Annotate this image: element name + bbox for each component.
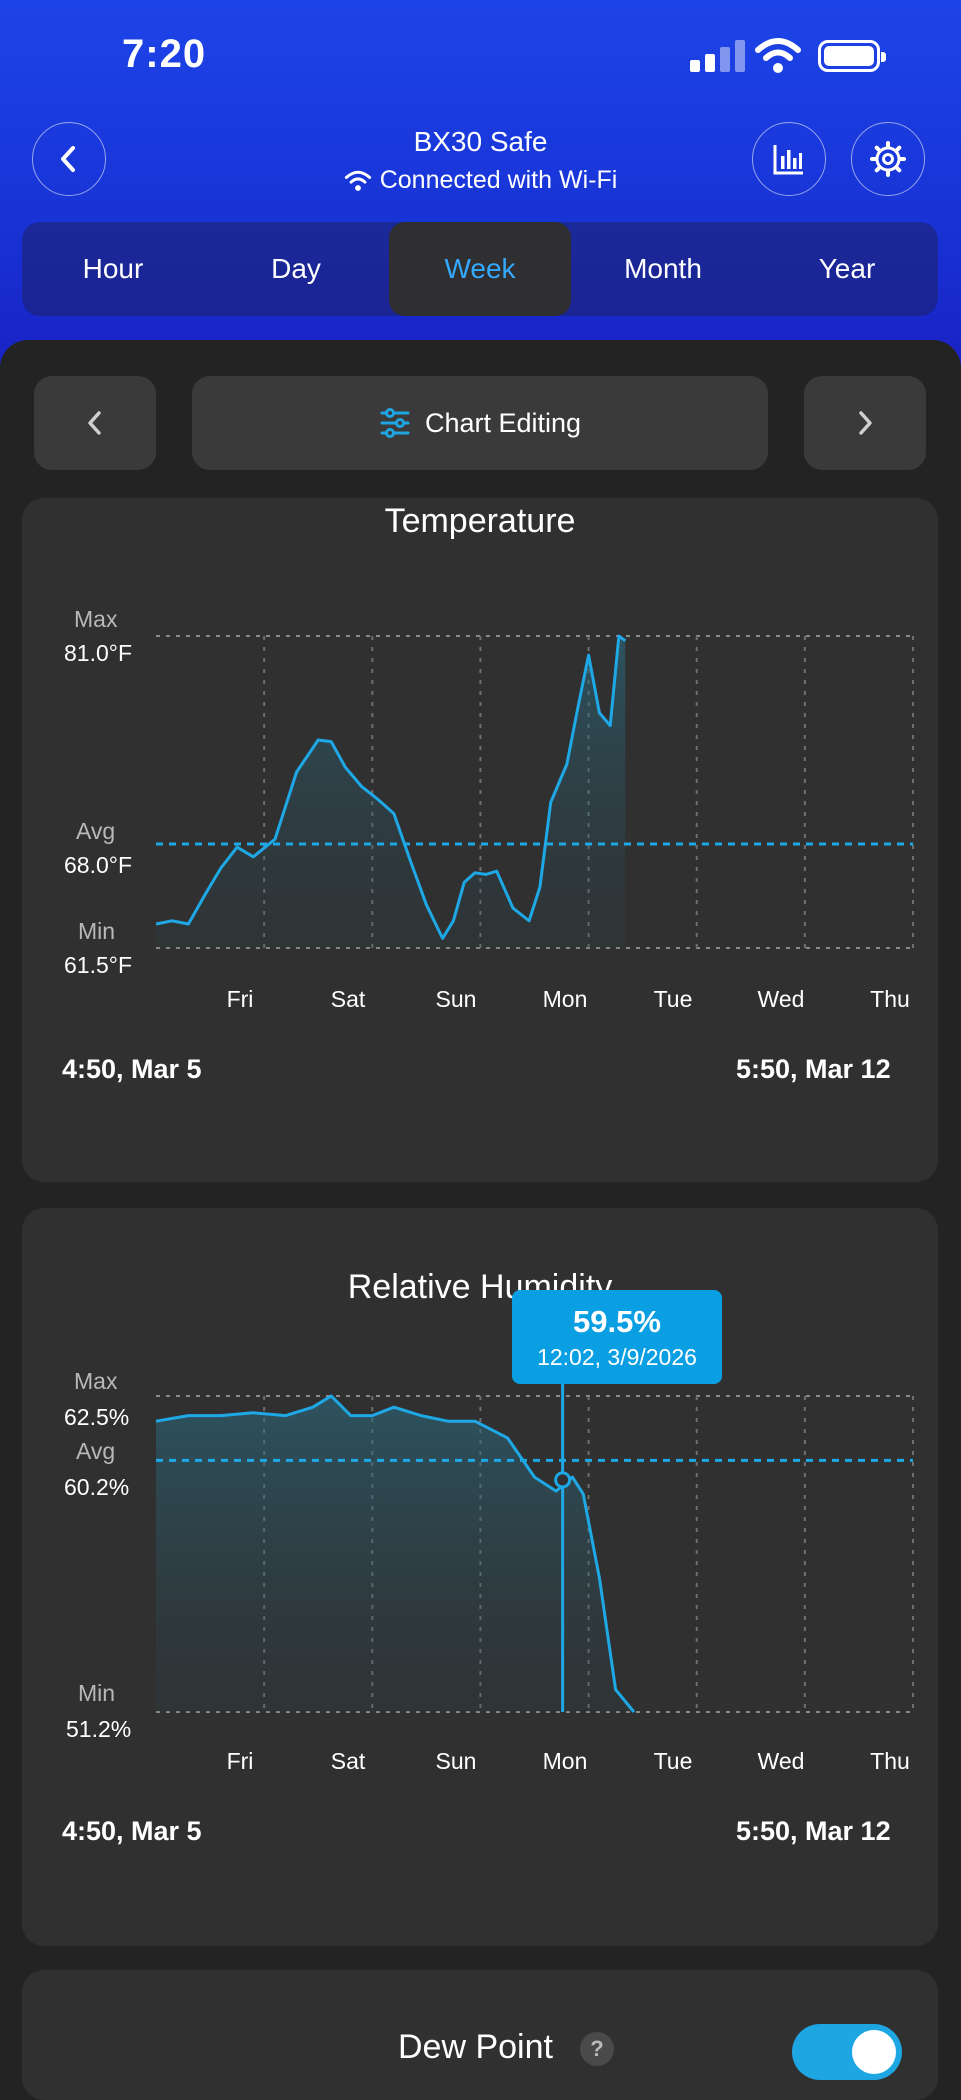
- temperature-day-label: Sat: [330, 986, 366, 1012]
- humidity-avg-value: 60.2%: [64, 1474, 130, 1500]
- temperature-max-label: Max: [74, 606, 118, 632]
- gear-icon: [870, 141, 906, 177]
- temperature-min-label: Min: [78, 918, 116, 944]
- tab-hour[interactable]: Hour: [82, 253, 144, 284]
- temperature-title: Temperature: [384, 502, 576, 540]
- humidity-max-value: 62.5%: [64, 1404, 130, 1430]
- humidity-avg-label: Avg: [76, 1438, 116, 1464]
- chevron-left-icon: [88, 411, 101, 435]
- humidity-range-start: 4:50, Mar 5: [62, 1816, 202, 1846]
- cellular-signal-icon: [690, 40, 748, 72]
- battery-icon: [818, 40, 886, 72]
- chevron-right-icon: [859, 411, 872, 435]
- wifi-small-icon: [344, 170, 371, 191]
- temperature-day-label: Tue: [653, 986, 693, 1012]
- header-background: [0, 0, 961, 400]
- humidity-range-end: 5:50, Mar 12: [736, 1816, 891, 1846]
- tooltip-time: 12:02, 3/9/2026: [537, 1344, 697, 1370]
- temperature-min-value: 61.5°F: [64, 952, 133, 978]
- temperature-card: Temperature: [22, 498, 938, 1182]
- temperature-series-line: [155, 634, 627, 940]
- help-icon[interactable]: ?: [580, 2032, 614, 2066]
- temperature-avg-value: 68.0°F: [64, 852, 133, 878]
- humidity-day-label: Fri: [226, 1748, 254, 1774]
- next-period-button[interactable]: [804, 376, 926, 470]
- device-name: BX30 Safe: [413, 126, 548, 157]
- chart-editing-button[interactable]: Chart Editing: [192, 376, 768, 470]
- temperature-max-value: 81.0°F: [64, 640, 133, 666]
- temperature-day-label: Mon: [542, 986, 588, 1012]
- settings-button[interactable]: [851, 122, 925, 196]
- status-time: 7:20: [122, 32, 207, 76]
- chart-editing-label: Chart Editing: [424, 407, 582, 438]
- humidity-selected-point: [554, 1471, 572, 1489]
- humidity-min-value: 51.2%: [66, 1716, 132, 1742]
- humidity-day-label: Sat: [330, 1748, 366, 1774]
- back-button[interactable]: [32, 122, 106, 196]
- humidity-chart: [155, 1370, 914, 1713]
- humidity-area: [156, 1396, 634, 1712]
- tab-month[interactable]: Month: [624, 253, 702, 284]
- sliders-icon: [380, 408, 410, 438]
- humidity-day-label: Thu: [870, 1748, 910, 1774]
- temperature-day-label: Sun: [435, 986, 477, 1012]
- statistics-button[interactable]: [752, 122, 826, 196]
- humidity-day-label: Sun: [435, 1748, 477, 1774]
- temperature-range-start: 4:50, Mar 5: [62, 1054, 202, 1084]
- tab-week[interactable]: Week: [389, 222, 571, 316]
- humidity-title: Relative Humidity: [347, 1268, 613, 1306]
- tab-day[interactable]: Day: [271, 253, 321, 284]
- temperature-range-end: 5:50, Mar 12: [736, 1054, 891, 1084]
- previous-period-button[interactable]: [34, 376, 156, 470]
- connection-status: Connected with Wi-Fi: [0, 166, 961, 195]
- humidity-max-label: Max: [74, 1368, 118, 1394]
- humidity-series-line: [155, 1394, 636, 1713]
- time-range-tabs: Hour Day Week Month Year: [22, 222, 938, 316]
- humidity-day-label: Wed: [757, 1748, 805, 1774]
- humidity-day-label: Tue: [653, 1748, 693, 1774]
- temperature-avg-label: Avg: [76, 818, 116, 844]
- humidity-min-label: Min: [78, 1680, 116, 1706]
- dew-point-title: Dew Point: [398, 2028, 553, 2066]
- temperature-chart: [155, 634, 914, 949]
- tooltip-value: 59.5%: [573, 1304, 661, 1339]
- dew-point-card: [22, 1970, 938, 2100]
- temperature-day-label: Thu: [870, 986, 910, 1012]
- tab-year[interactable]: Year: [818, 253, 876, 284]
- wifi-icon: [755, 38, 801, 73]
- chevron-left-icon: [61, 146, 75, 172]
- temperature-day-label: Fri: [226, 986, 254, 1012]
- connection-label: Connected with Wi-Fi: [379, 166, 618, 194]
- humidity-day-label: Mon: [542, 1748, 588, 1774]
- temperature-area: [156, 636, 626, 948]
- humidity-tooltip: 59.5% 12:02, 3/9/2026: [512, 1290, 722, 1384]
- dew-point-toggle[interactable]: [792, 2024, 902, 2080]
- temperature-day-label: Wed: [757, 986, 805, 1012]
- bar-chart-icon: [773, 145, 803, 175]
